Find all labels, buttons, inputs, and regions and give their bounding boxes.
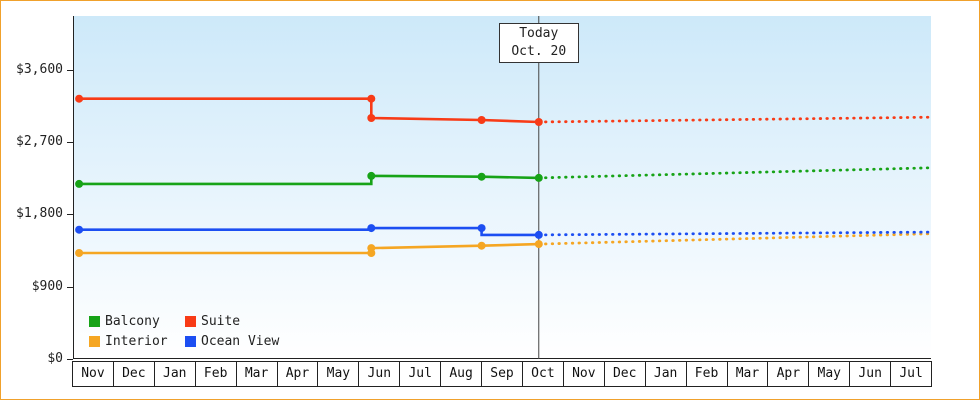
today-label-box: Today Oct. 20 bbox=[498, 23, 579, 63]
x-axis-month-cell: Jan bbox=[644, 361, 687, 387]
history-line-suite bbox=[79, 97, 539, 124]
legend-swatch bbox=[185, 335, 196, 347]
history-line-interior bbox=[79, 242, 539, 255]
data-point-marker bbox=[477, 224, 486, 233]
legend-label: Ocean View bbox=[201, 333, 280, 349]
legend-swatch bbox=[89, 335, 100, 347]
x-axis-month-cell: Feb bbox=[194, 361, 237, 387]
data-point-marker bbox=[75, 249, 84, 257]
data-point-marker bbox=[534, 118, 543, 126]
data-point-marker bbox=[534, 230, 543, 239]
x-axis-month-cell: Oct bbox=[521, 361, 564, 387]
legend-swatch bbox=[185, 315, 196, 327]
data-point-marker bbox=[75, 94, 84, 103]
history-line-balcony bbox=[79, 174, 539, 186]
x-axis-month-cell: Jun bbox=[358, 361, 401, 387]
x-axis-month-cell: Feb bbox=[685, 361, 728, 387]
plot-area bbox=[73, 16, 931, 359]
data-point-marker bbox=[367, 171, 376, 180]
x-axis-month-cell: May bbox=[317, 361, 360, 387]
y-axis-tick bbox=[67, 359, 73, 360]
data-point-marker bbox=[477, 116, 486, 124]
x-axis-month-cell: Jul bbox=[890, 361, 933, 387]
x-axis-month-cell: Jun bbox=[849, 361, 892, 387]
x-axis-month-cell: Dec bbox=[112, 361, 155, 387]
legend-label: Interior bbox=[105, 333, 168, 349]
y-axis-label: $1,800 bbox=[16, 206, 63, 222]
y-axis-label: $3,600 bbox=[16, 61, 63, 77]
legend-swatch bbox=[89, 315, 100, 327]
x-axis-month-cell: Aug bbox=[440, 361, 483, 387]
legend-item-interior: Interior bbox=[89, 331, 185, 351]
x-axis-month-cell: Mar bbox=[235, 361, 278, 387]
legend-item-suite: Suite bbox=[185, 311, 279, 331]
data-point-marker bbox=[477, 241, 486, 250]
data-point-marker bbox=[367, 114, 376, 122]
forecast-line-balcony bbox=[537, 166, 931, 180]
x-axis: Nov Dec Jan Feb Mar Apr May Jun Jul Aug Sep Oct Nov D… bbox=[72, 361, 933, 387]
data-point-marker bbox=[367, 244, 376, 253]
data-point-marker bbox=[534, 240, 543, 249]
x-axis-month-cell: Sep bbox=[481, 361, 523, 387]
data-point-marker bbox=[534, 173, 543, 182]
forecast-line-suite bbox=[537, 115, 931, 124]
today-label-line1: Today bbox=[519, 26, 559, 41]
x-axis-month-cell: Nov bbox=[72, 361, 114, 387]
history-line-ocean-view bbox=[79, 226, 539, 237]
y-axis-tick bbox=[67, 142, 73, 144]
data-point-marker bbox=[367, 224, 376, 233]
y-axis-label: $900 bbox=[31, 278, 63, 294]
y-axis-tick bbox=[67, 69, 73, 71]
y-axis-label: $2,700 bbox=[16, 134, 63, 150]
price-history-chart bbox=[75, 16, 931, 359]
legend: Balcony Suite Interior Ocean View bbox=[89, 311, 279, 351]
today-label-line2: Oct. 20 bbox=[511, 44, 567, 59]
forecast-line-interior bbox=[537, 232, 931, 246]
y-axis: $0 $900 $1,800 $2,700 $3,600 bbox=[1, 1, 73, 399]
x-axis-month-cell: Dec bbox=[603, 361, 646, 387]
x-axis-month-cell: Apr bbox=[767, 361, 810, 387]
y-axis-label: $0 bbox=[47, 351, 63, 366]
data-point-marker bbox=[75, 179, 84, 188]
x-axis-month-cell: Nov bbox=[562, 361, 605, 387]
y-axis-tick bbox=[67, 214, 73, 216]
data-point-marker bbox=[75, 225, 84, 234]
legend-item-ocean-view: Ocean View bbox=[185, 331, 279, 351]
legend-label: Suite bbox=[201, 313, 241, 329]
legend-label: Balcony bbox=[105, 313, 160, 329]
legend-item-balcony: Balcony bbox=[89, 311, 185, 331]
data-point-marker bbox=[367, 94, 376, 103]
x-axis-month-cell: Jul bbox=[399, 361, 442, 387]
x-axis-month-cell: Mar bbox=[726, 361, 769, 387]
forecast-line-ocean-view bbox=[537, 230, 931, 237]
x-axis-month-cell: May bbox=[808, 361, 851, 387]
y-axis-tick bbox=[67, 286, 73, 288]
x-axis-month-cell: Jan bbox=[153, 361, 196, 387]
x-axis-month-cell: Apr bbox=[276, 361, 319, 387]
data-point-marker bbox=[477, 172, 486, 181]
